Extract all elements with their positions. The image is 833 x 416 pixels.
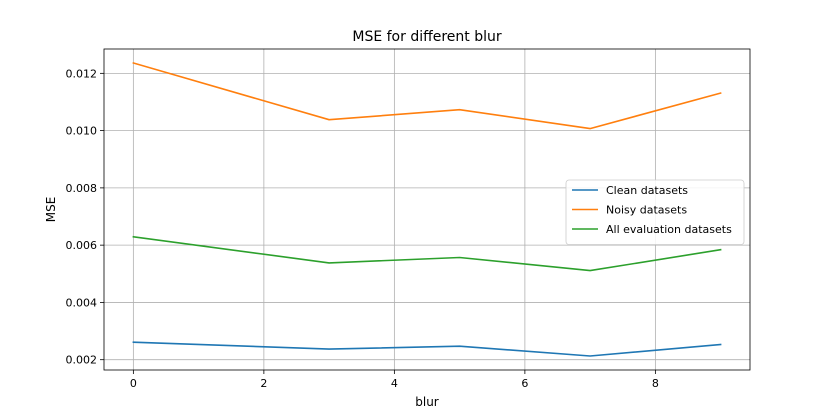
- y-tick-label: 0.008: [66, 182, 98, 195]
- x-axis-label: blur: [415, 395, 439, 409]
- legend-label: Clean datasets: [606, 184, 688, 197]
- plot-frame: [103, 48, 751, 371]
- legend-label: Noisy datasets: [606, 204, 687, 217]
- x-tick-label: 8: [652, 377, 659, 390]
- x-tick-label: 0: [130, 377, 137, 390]
- x-axis-ticks: 0 2 4 6 8: [130, 370, 659, 390]
- series-line-2: [132, 235, 722, 272]
- y-tick-label: 0.012: [66, 67, 98, 80]
- y-tick-label: 0.006: [66, 239, 98, 252]
- series-lines: [132, 62, 722, 357]
- y-axis-label: MSE: [44, 197, 58, 223]
- chart-title: MSE for different blur: [352, 29, 502, 45]
- series-line-0: [132, 341, 722, 357]
- series-line-1: [132, 62, 722, 130]
- y-tick-label: 0.002: [66, 354, 98, 367]
- y-tick-label: 0.004: [66, 296, 98, 309]
- x-tick-label: 2: [260, 377, 267, 390]
- y-tick-label: 0.010: [66, 125, 98, 138]
- x-tick-label: 6: [521, 377, 528, 390]
- legend-box: [565, 179, 745, 245]
- y-axis-ticks: 0.002 0.004 0.006 0.008 0.010 0.012: [66, 67, 104, 367]
- legend: Clean datasets Noisy datasets All evaluati…: [565, 179, 745, 245]
- legend-label: All evaluation datasets: [606, 223, 732, 236]
- x-tick-label: 4: [391, 377, 398, 390]
